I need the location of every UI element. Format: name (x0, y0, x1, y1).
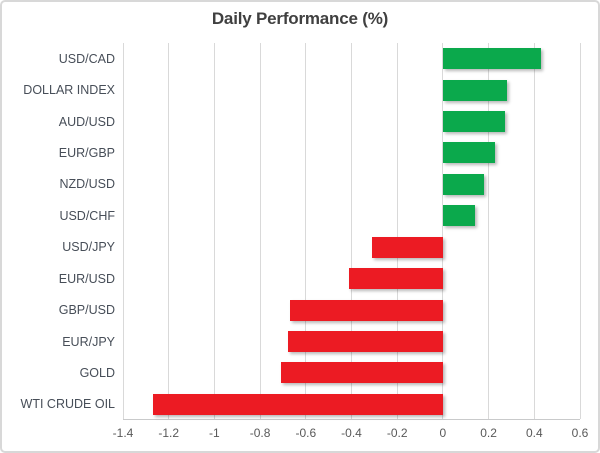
x-tick-label: -1.2 (158, 426, 180, 440)
x-tick-label: 0 (439, 426, 447, 440)
gridline (122, 43, 124, 419)
category-label: GOLD (79, 365, 115, 380)
bar-aud-usd (442, 111, 505, 133)
bar-gbp-usd (289, 299, 443, 321)
gridline (168, 43, 170, 419)
x-tick-label: -1.4 (112, 426, 134, 440)
category-label: GBP/USD (58, 303, 115, 318)
gridline (213, 43, 215, 419)
bar-nzd-usd (442, 173, 485, 195)
x-tick-label: -0.6 (295, 426, 317, 440)
category-label: AUD/USD (58, 114, 115, 129)
gridline (305, 43, 307, 419)
gridline (533, 43, 535, 419)
x-tick-label: -0.2 (386, 426, 408, 440)
gridline (351, 43, 352, 419)
category-label: DOLLAR INDEX (23, 83, 115, 98)
bar-dollar-index (442, 79, 507, 101)
value-axis: -1.4 -1.2 -1 -0.8 -0.6 -0.4 -0.2 0 0.2 0.4 0.6 (2, 426, 598, 444)
x-tick-label: 0.4 (525, 426, 543, 440)
category-label: USD/CHF (59, 208, 115, 223)
gridline (259, 43, 261, 419)
category-label: USD/CAD (58, 51, 115, 66)
category-label: EUR/GBP (58, 145, 115, 160)
bar-gold (280, 362, 443, 384)
x-tick-label: -0.4 (341, 426, 362, 440)
gridline (396, 43, 398, 419)
category-label: USD/JPY (62, 240, 115, 255)
x-tick-label: 0.2 (480, 426, 497, 440)
bar-wti-crude-oil (152, 393, 443, 415)
category-label: NZD/USD (59, 177, 115, 192)
bar-eur-gbp (442, 142, 496, 164)
gridline (579, 43, 581, 419)
x-tick-label: -0.8 (249, 426, 271, 440)
bar-usd-chf (442, 205, 475, 227)
category-label: EUR/USD (58, 271, 115, 286)
bar-eur-usd (349, 268, 443, 290)
bar-eur-jpy (287, 330, 443, 352)
bar-usd-jpy (372, 236, 443, 258)
category-label: EUR/JPY (62, 334, 115, 349)
gridline (442, 43, 444, 419)
bar-usd-cad (442, 48, 542, 70)
chart-title: Daily Performance (%) (211, 9, 389, 28)
plot-area (122, 43, 581, 420)
x-tick-label: -1 (209, 426, 220, 440)
gridline (488, 43, 490, 419)
category-label: WTI CRUDE OIL (20, 397, 115, 412)
category-axis: USD/CAD DOLLAR INDEX AUD/USD EUR/GBP NZD/USD… (2, 43, 115, 420)
x-tick-label: 0.6 (571, 426, 589, 440)
